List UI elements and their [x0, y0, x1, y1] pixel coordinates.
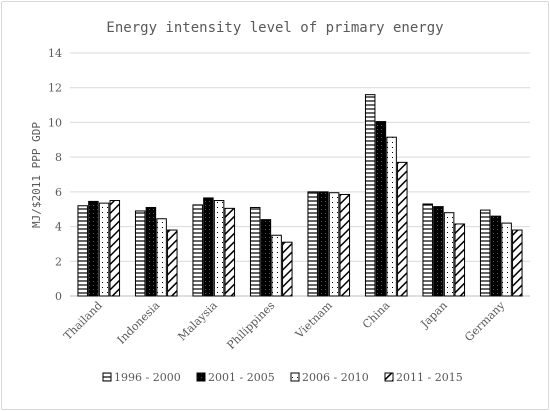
bar-malaysia-1: [192, 204, 203, 297]
bar-vietnam-4: [339, 193, 351, 297]
bar-vietnam-1: [307, 191, 318, 297]
bar-china-3: [386, 136, 397, 297]
bar-indonesia-1: [134, 210, 146, 297]
x-category-label: Indonesia: [115, 299, 163, 347]
bar-malaysia-3: [213, 200, 225, 297]
legend-swatch: [196, 372, 206, 382]
bar-malaysia-2: [203, 197, 214, 297]
legend-label: 2001 - 2005: [208, 371, 275, 384]
legend-label: 2011 - 2015: [396, 371, 463, 384]
x-category-label: Vietnam: [292, 299, 335, 342]
bar-indonesia-3: [156, 218, 167, 297]
bar-indonesia-4: [167, 229, 178, 297]
bar-vietnam-3: [328, 192, 340, 297]
x-category-label: Thailand: [61, 299, 105, 343]
bar-germany-4: [512, 229, 523, 297]
bar-philippines-3: [271, 234, 282, 297]
bar-thailand-2: [88, 200, 99, 297]
bar-germany-2: [490, 215, 502, 297]
bar-thailand-3: [98, 202, 110, 297]
x-category-label: Japan: [418, 299, 450, 331]
y-tick-label: 12: [48, 82, 62, 95]
bar-philippines-4: [282, 241, 293, 297]
bar-china-2: [375, 121, 387, 297]
chart-title: Energy intensity level of primary energy: [106, 20, 443, 36]
legend-swatch: [384, 372, 394, 382]
y-tick-label: 2: [55, 255, 62, 268]
legend-label: 2006 - 2010: [302, 371, 369, 384]
x-category-label: China: [360, 299, 393, 332]
bar-thailand-4: [109, 200, 121, 297]
y-tick-label: 14: [48, 47, 62, 60]
y-tick-label: 0: [55, 290, 62, 303]
y-tick-label: 8: [55, 151, 62, 164]
bar-japan-1: [422, 203, 433, 297]
bar-japan-3: [443, 212, 455, 297]
bar-japan-4: [454, 223, 466, 297]
y-tick-label: 6: [55, 186, 62, 199]
bar-japan-2: [433, 206, 444, 297]
bar-china-1: [364, 94, 376, 297]
legend-swatch: [102, 372, 112, 382]
bar-china-4: [397, 161, 408, 297]
bar-philippines-1: [249, 206, 261, 297]
y-tick-label: 10: [48, 116, 62, 129]
x-category-label: Malaysia: [175, 299, 220, 344]
legend-swatch: [290, 372, 300, 382]
x-category-label: Philippines: [224, 299, 277, 352]
y-tick-label: 4: [55, 221, 62, 234]
bar-indonesia-2: [145, 206, 157, 297]
y-axis-label: MJ/$2011 PPP GDP: [30, 122, 43, 228]
bar-vietnam-2: [318, 191, 329, 297]
bar-thailand-1: [77, 205, 88, 297]
bar-philippines-2: [260, 219, 272, 297]
bar-germany-3: [501, 222, 512, 297]
bar-germany-1: [479, 209, 491, 297]
x-category-label: Germany: [462, 298, 508, 344]
legend-label: 1996 - 2000: [114, 371, 181, 384]
bar-malaysia-4: [224, 207, 236, 297]
